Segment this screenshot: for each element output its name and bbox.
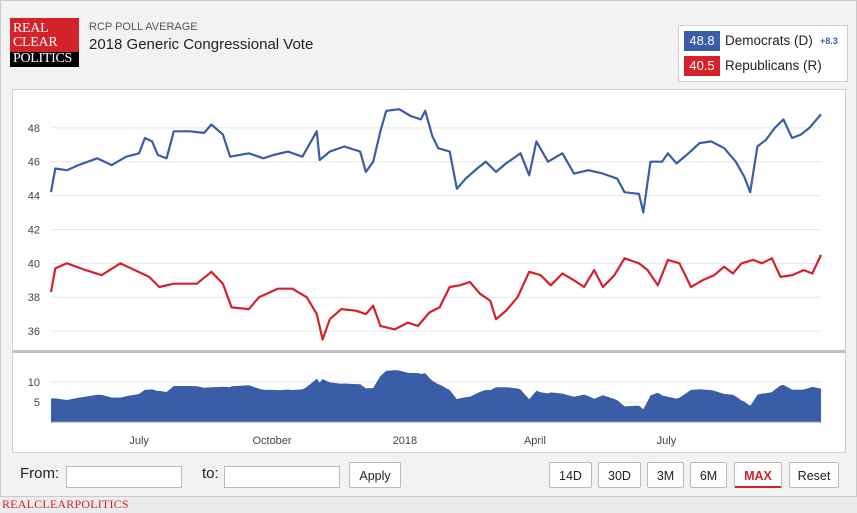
range-14d-button[interactable]: 14D [549, 462, 592, 488]
y-tick-label: 42 [28, 224, 40, 236]
rep-value-badge: 40.5 [684, 56, 720, 76]
logo-line1: REAL [13, 21, 49, 36]
democrats-line [49, 108, 822, 214]
rcp-logo[interactable]: REAL CLEAR POLITICS [10, 18, 79, 67]
line-chart-svg[interactable]: 36 38 40 42 44 46 48 5 10 July October 2018 April Jul… [13, 90, 845, 452]
spread-area [51, 370, 821, 422]
chart-title: 2018 Generic Congressional Vote [89, 36, 314, 53]
footer-brand[interactable]: REALCLEARPOLITICS [2, 497, 129, 511]
plot-area[interactable]: 36 38 40 42 44 46 48 5 10 July October 2018 April Jul… [12, 89, 846, 453]
x-tick-label: October [252, 435, 291, 447]
x-tick-label: July [129, 435, 149, 447]
y-tick-label: 38 [28, 292, 40, 304]
nav-y-tick-label: 5 [34, 397, 40, 409]
x-tick-label: July [657, 435, 677, 447]
x-tick-label: 2018 [393, 435, 417, 447]
rep-label: Republicans (R) [725, 58, 822, 73]
dem-value-badge: 48.8 [684, 31, 720, 51]
navigator-divider [13, 350, 845, 353]
reset-button[interactable]: Reset [789, 462, 839, 488]
from-date-input[interactable] [66, 466, 182, 488]
dem-spread: +8.3 [820, 36, 838, 46]
chart-kicker: RCP POLL AVERAGE [89, 21, 198, 33]
range-3m-button[interactable]: 3M [647, 462, 684, 488]
y-tick-label: 36 [28, 326, 40, 338]
to-date-input[interactable] [224, 466, 340, 488]
y-tick-label: 40 [28, 258, 40, 270]
range-30d-button[interactable]: 30D [598, 462, 641, 488]
chart-widget: REAL CLEAR POLITICS RCP POLL AVERAGE 201… [0, 0, 857, 497]
nav-y-tick-label: 10 [28, 377, 40, 389]
range-6m-button[interactable]: 6M [690, 462, 727, 488]
legend-item-dem[interactable]: 48.8 Democrats (D) +8.3 [684, 31, 844, 51]
to-label: to: [202, 465, 219, 482]
dem-label: Democrats (D) [725, 33, 813, 48]
range-max-button[interactable]: MAX [734, 462, 782, 488]
y-tick-label: 48 [28, 123, 40, 135]
x-tick-label: April [524, 435, 546, 447]
logo-line3: POLITICS [13, 51, 73, 66]
logo-line2: CLEAR [13, 35, 58, 50]
legend: 48.8 Democrats (D) +8.3 40.5 Republicans… [678, 25, 848, 82]
y-tick-label: 46 [28, 157, 40, 169]
y-tick-label: 44 [28, 191, 40, 203]
from-label: From: [20, 465, 60, 482]
legend-item-rep[interactable]: 40.5 Republicans (R) [684, 56, 844, 76]
republicans-line [49, 254, 822, 341]
apply-button[interactable]: Apply [349, 462, 401, 488]
